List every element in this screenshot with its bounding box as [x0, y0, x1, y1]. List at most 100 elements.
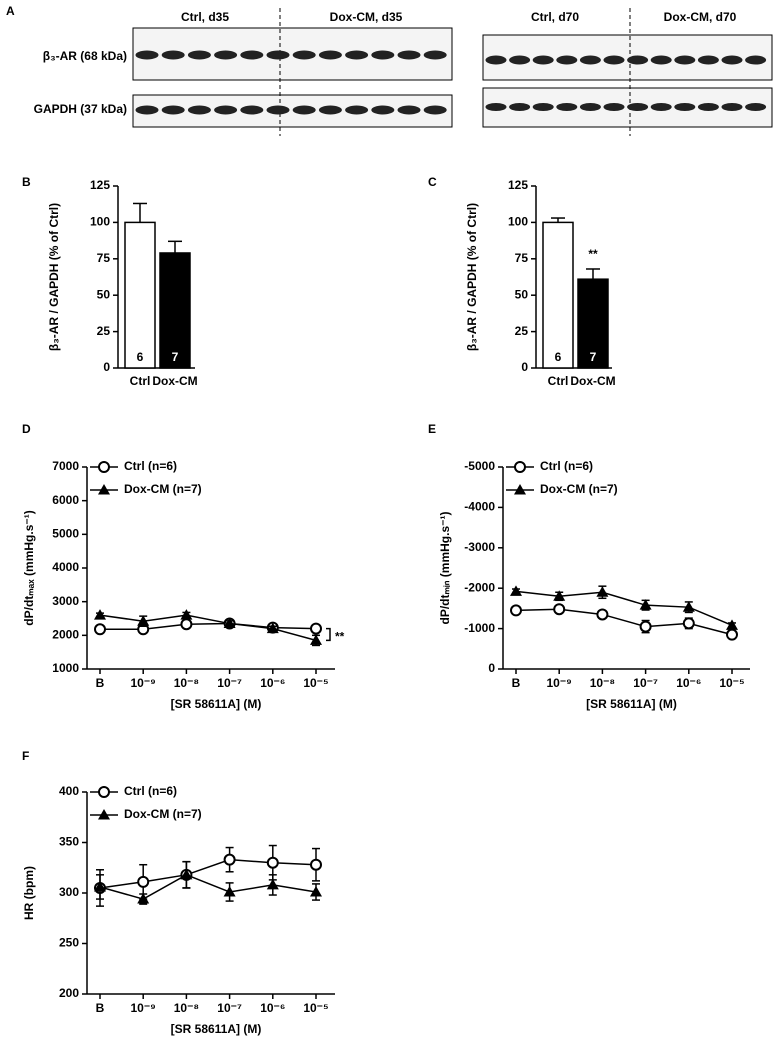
panel-label: F — [22, 749, 29, 763]
marker — [639, 620, 652, 633]
marker — [553, 603, 566, 616]
marker — [266, 622, 279, 634]
x-tick-label: 10⁻⁵ — [303, 1001, 328, 1015]
band — [161, 50, 185, 60]
marker — [310, 885, 322, 897]
y-tick-label: 50 — [97, 287, 111, 301]
band — [650, 55, 672, 65]
panel-label: C — [428, 175, 437, 189]
marker — [310, 622, 322, 635]
x-tick-label: Ctrl — [130, 374, 151, 388]
band — [745, 55, 767, 65]
y-tick-label: 75 — [97, 251, 111, 265]
x-tick-label: 10⁻⁵ — [303, 676, 328, 690]
lane-group: Ctrl, d35 — [181, 10, 229, 24]
x-axis-title: [SR 58611A] (M) — [586, 697, 677, 711]
panel-label: B — [22, 175, 31, 189]
blot-image — [132, 8, 773, 136]
marker — [514, 461, 526, 473]
lane-group: Dox-CM, d70 — [664, 10, 737, 24]
band — [509, 55, 531, 65]
y-tick-label: 2000 — [52, 628, 79, 642]
marker — [726, 619, 738, 630]
y-tick-label: -1000 — [464, 621, 495, 635]
band — [397, 105, 421, 115]
y-axis-title: β₃-AR / GAPDH (% of Ctrl) — [465, 203, 479, 351]
band — [697, 103, 719, 111]
significance: ** — [588, 247, 598, 261]
marker — [94, 609, 106, 620]
marker — [310, 634, 322, 645]
band — [266, 50, 290, 60]
y-tick-label: 75 — [515, 251, 529, 265]
x-axis-title: [SR 58611A] (M) — [171, 1022, 262, 1036]
y-tick-label: 4000 — [52, 560, 79, 574]
band — [579, 103, 601, 111]
bracket — [326, 627, 331, 642]
x-tick-label: 10⁻⁹ — [547, 676, 572, 690]
y-tick-label: 0 — [488, 661, 495, 675]
x-axis-title: [SR 58611A] (M) — [171, 697, 262, 711]
bar — [577, 278, 609, 369]
x-tick-label: 10⁻⁶ — [260, 1001, 285, 1015]
marker — [137, 893, 150, 904]
y-tick-label: 25 — [97, 324, 111, 338]
band — [674, 55, 696, 65]
band — [485, 103, 507, 111]
x-tick-label: 10⁻⁷ — [217, 1001, 242, 1015]
y-tick-label: 100 — [508, 215, 528, 229]
legend-label: Ctrl (n=6) — [124, 459, 177, 473]
bar — [124, 221, 156, 369]
y-axis-title: β₃-AR / GAPDH (% of Ctrl) — [47, 203, 61, 351]
legend-label: Ctrl (n=6) — [540, 459, 593, 473]
blot-row-label: β₃-AR (68 kDa) — [43, 49, 127, 63]
blot-row-label: GAPDH (37 kDa) — [34, 102, 127, 116]
band — [556, 103, 578, 111]
y-tick-label: 1000 — [52, 661, 79, 675]
marker — [596, 586, 609, 597]
band — [345, 105, 369, 115]
x-tick-label: Dox-CM — [570, 374, 615, 388]
x-tick-label: 10⁻⁶ — [260, 676, 285, 690]
band — [371, 105, 395, 115]
y-tick-label: 50 — [515, 287, 529, 301]
marker — [266, 878, 279, 890]
band — [318, 50, 342, 60]
marker — [223, 617, 236, 629]
lane-group: Dox-CM, d35 — [330, 10, 403, 24]
y-tick-label: 200 — [59, 986, 79, 1000]
y-tick-label: 100 — [90, 215, 110, 229]
y-axis-title: dP/dtₘᵢₙ (mmHg.s⁻¹) — [438, 512, 452, 625]
x-tick-label: 10⁻⁵ — [719, 676, 744, 690]
panel-label: E — [428, 422, 436, 436]
legend-label: Dox-CM (n=7) — [124, 807, 202, 821]
marker — [180, 868, 193, 880]
band — [579, 55, 601, 65]
band — [745, 103, 767, 111]
series-line — [99, 614, 317, 642]
y-tick-label: -5000 — [464, 459, 495, 473]
panel-label: D — [22, 422, 31, 436]
band — [674, 103, 696, 111]
marker — [514, 484, 526, 495]
x-tick-label: 10⁻⁶ — [676, 676, 701, 690]
marker — [94, 623, 106, 636]
legend-label: Dox-CM (n=7) — [540, 482, 618, 496]
band — [423, 105, 447, 115]
y-tick-label: 300 — [59, 885, 79, 899]
series-line — [515, 590, 733, 627]
x-tick-label: 10⁻⁷ — [633, 676, 658, 690]
band — [135, 105, 159, 115]
y-axis-title: HR (bpm) — [22, 866, 36, 920]
legend-label: Dox-CM (n=7) — [124, 482, 202, 496]
marker — [94, 880, 106, 892]
x-tick-label: 10⁻⁸ — [174, 676, 199, 690]
band — [532, 55, 554, 65]
marker — [726, 628, 738, 641]
y-tick-label: 0 — [521, 360, 528, 374]
y-tick-label: 125 — [90, 178, 110, 192]
marker — [553, 590, 566, 601]
n-label: 7 — [172, 350, 179, 364]
series-line — [515, 608, 733, 636]
